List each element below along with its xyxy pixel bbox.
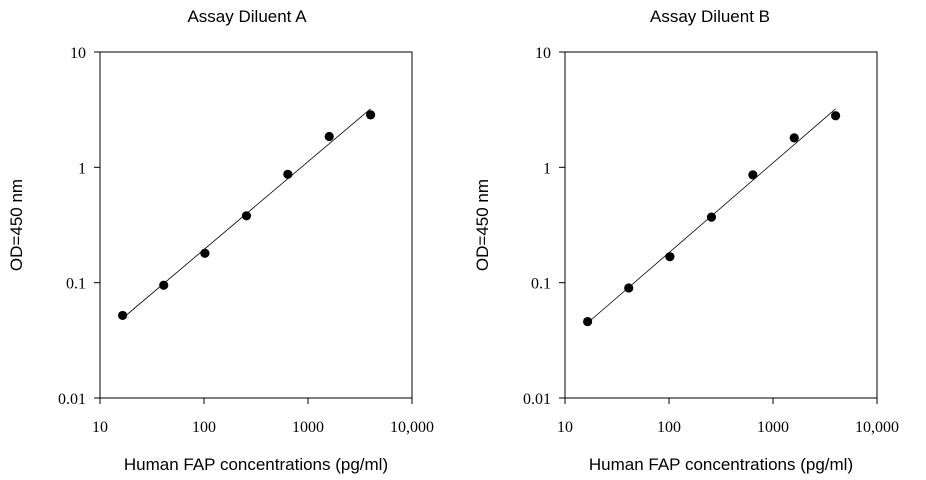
- y-tick-label: 0.1: [66, 276, 86, 293]
- data-point: [583, 316, 593, 327]
- x-axis-label: Human FAP concentrations (pg/ml): [589, 455, 853, 474]
- data-point: [748, 170, 758, 180]
- x-tick-label: 1000: [292, 419, 324, 436]
- data-point: [789, 133, 799, 143]
- data-point: [665, 252, 675, 262]
- chart-title: Assay Diluent A: [187, 7, 307, 26]
- x-tick-label: 100: [657, 419, 681, 436]
- chart-assay-diluent-a: Assay Diluent A 10 100 1000 10,000 0.01 0.1 1 10…: [7, 7, 434, 474]
- x-tick-label: 10,000: [390, 419, 434, 436]
- data-point: [159, 280, 169, 290]
- x-axis-label: Human FAP concentrations (pg/ml): [124, 455, 388, 474]
- x-tick-label: 10,000: [855, 419, 899, 436]
- x-tick-label: 10: [92, 419, 108, 436]
- y-tick-label: 0.1: [531, 276, 551, 293]
- data-point: [283, 169, 293, 179]
- y-tick-label: 0.01: [523, 391, 551, 408]
- data-point: [366, 110, 376, 120]
- y-tick-label: 0.01: [58, 391, 86, 408]
- y-axis-label: OD=450 nm: [473, 179, 492, 271]
- data-point: [324, 131, 334, 142]
- y-tick-label: 1: [543, 160, 551, 177]
- data-point: [118, 310, 128, 321]
- chart-title: Assay Diluent B: [650, 7, 770, 26]
- data-point: [241, 211, 252, 221]
- x-tick-label: 100: [192, 419, 216, 436]
- y-tick-label: 10: [70, 45, 86, 62]
- data-point: [624, 283, 634, 293]
- x-tick-label: 1000: [757, 419, 789, 436]
- plot-frame: [564, 51, 878, 399]
- data-point: [706, 212, 717, 222]
- data-point: [831, 111, 841, 121]
- x-tick-label: 10: [557, 419, 573, 436]
- y-tick-label: 10: [535, 45, 551, 62]
- plot-frame: [99, 51, 413, 399]
- chart-assay-diluent-b: Assay Diluent B 10 100 1000 10,000 0.01 0.1 1 10…: [473, 7, 899, 474]
- data-point: [200, 248, 210, 258]
- y-axis-label: OD=450 nm: [7, 179, 26, 271]
- y-tick-label: 1: [78, 160, 86, 177]
